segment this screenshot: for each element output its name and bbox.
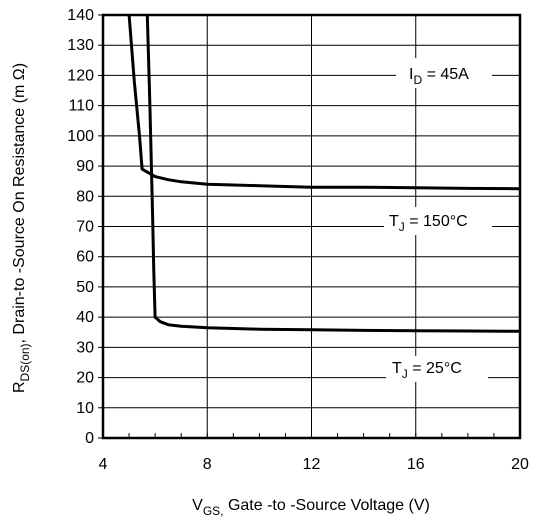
- curve-tj-150c: [127, 14, 521, 191]
- y-tick-label: 110: [68, 98, 94, 115]
- x-tick-label: 16: [407, 456, 425, 473]
- ticks: 4 8 12 16 20 0 10 20 30 40 50 60 70 80 90 100 110 120 130 1…: [67, 7, 529, 473]
- y-tick-label: 80: [76, 188, 94, 205]
- curves: [127, 14, 521, 333]
- id-annotation-box: [396, 58, 492, 88]
- y-tick-label: 50: [76, 279, 94, 296]
- t25-annotation: TJ = 25°C: [392, 360, 462, 381]
- y-tick-label: 40: [76, 309, 94, 326]
- y-tick-label: 70: [76, 219, 94, 236]
- y-tick-label: 130: [67, 37, 94, 54]
- x-tick-label: 20: [511, 456, 529, 473]
- y-tick-label: 100: [67, 128, 94, 145]
- y-tick-label: 90: [76, 158, 94, 175]
- curve-tj-25c: [145, 14, 521, 333]
- t150-annotation-box: [384, 207, 492, 235]
- id-annotation: ID = 45A: [409, 66, 469, 87]
- y-tick-label: 140: [67, 7, 94, 24]
- x-tick-label: 4: [99, 456, 108, 473]
- y-tick-label: 60: [76, 249, 94, 266]
- x-tick-label: 12: [303, 456, 321, 473]
- y-tick-label: 30: [76, 339, 94, 356]
- y-tick-label: 0: [85, 430, 94, 447]
- t25-annotation-box: [386, 356, 488, 382]
- y-axis-title: RDS(on), Drain-to -Source On Resistance …: [11, 63, 32, 393]
- y-tick-label: 120: [67, 67, 94, 84]
- x-tick-label: 8: [203, 456, 212, 473]
- t150-annotation: TJ = 150°C: [389, 213, 468, 234]
- annotations: ID = 45A TJ = 150°C TJ = 25°C: [384, 58, 492, 382]
- y-tick-label: 20: [76, 370, 94, 387]
- y-tick-label: 10: [76, 400, 94, 417]
- x-axis-title: VGS, Gate -to -Source Voltage (V): [192, 497, 430, 518]
